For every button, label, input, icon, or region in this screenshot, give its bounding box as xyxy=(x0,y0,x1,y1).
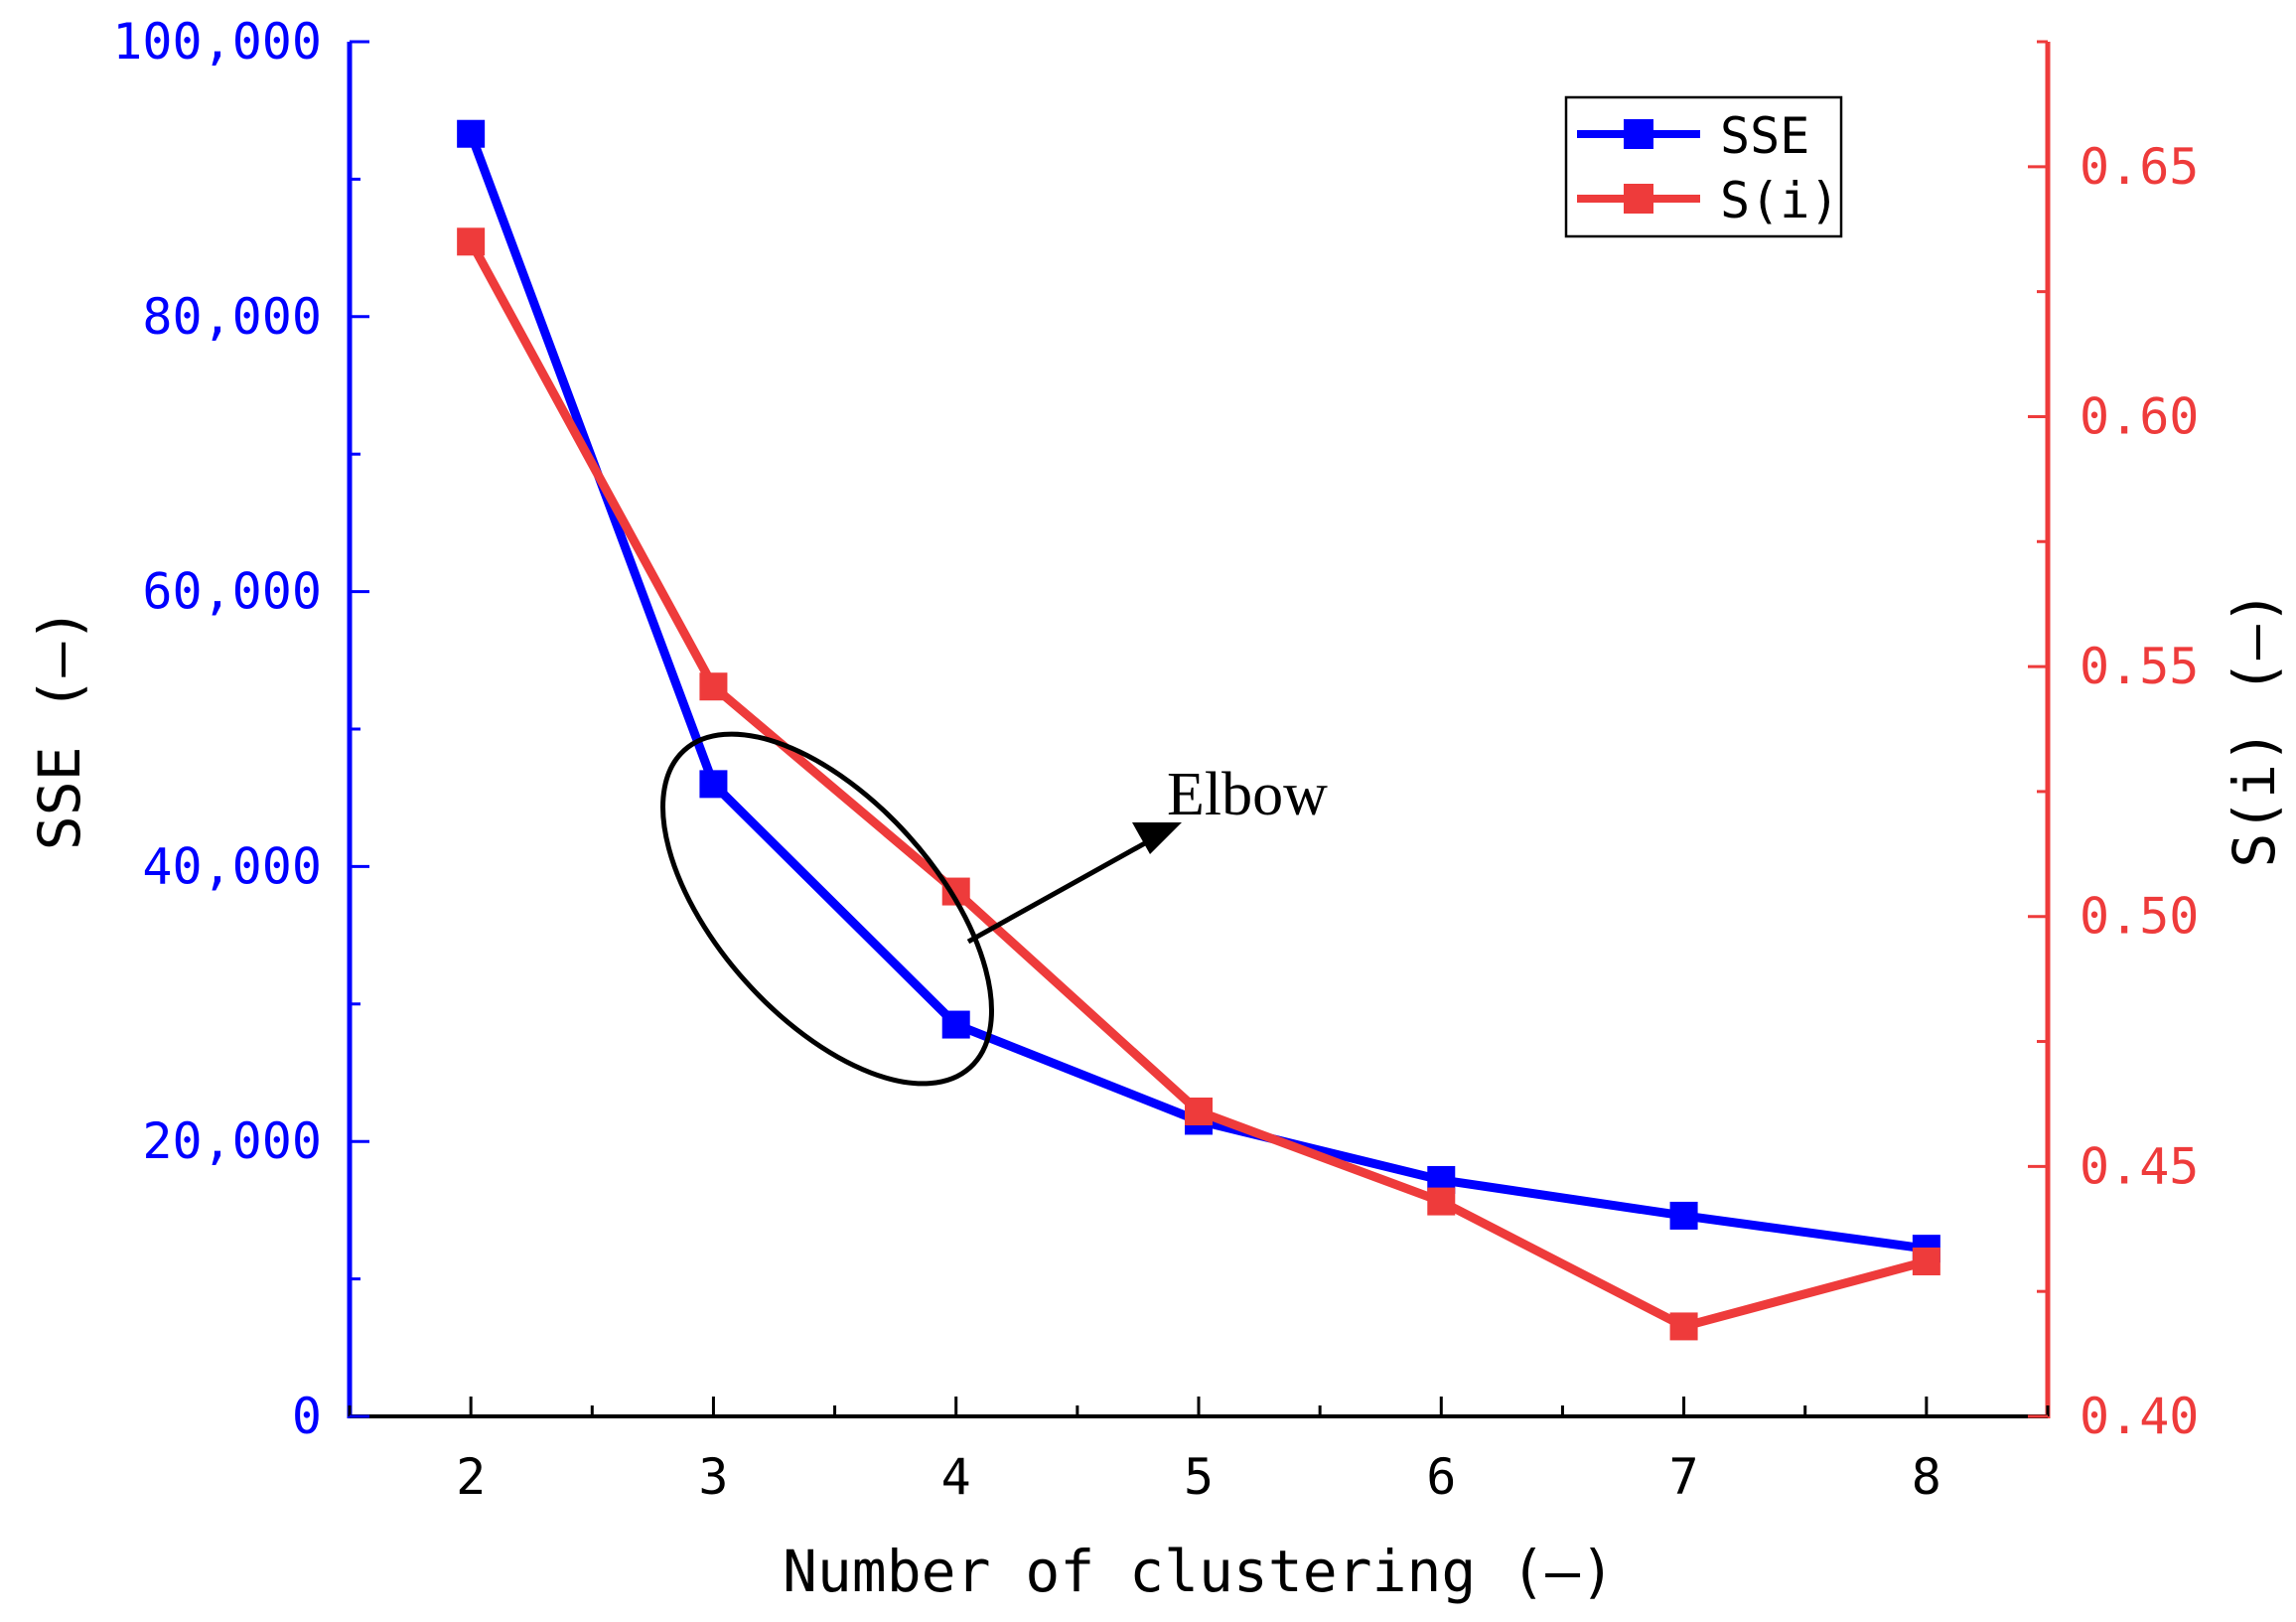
data-point xyxy=(1669,1312,1698,1341)
annotation-layer: Elbow xyxy=(660,731,1328,1087)
y-tick-label: 0 xyxy=(292,1388,322,1445)
x-tick-label: 7 xyxy=(1669,1448,1699,1506)
y2-tick-label: 0.40 xyxy=(2080,1388,2199,1445)
y2-tick-label: 0.50 xyxy=(2080,888,2199,946)
data-point xyxy=(941,1010,970,1039)
y2-axis-title: S(i) (–) xyxy=(2221,590,2288,867)
legend-si-label: S(i) xyxy=(1720,172,1839,229)
y-tick-label: 60,000 xyxy=(142,563,322,621)
elbow-label: Elbow xyxy=(1167,761,1328,828)
y2-tick-label: 0.60 xyxy=(2080,387,2199,445)
x-tick-label: 5 xyxy=(1184,1448,1214,1506)
data-point xyxy=(457,119,486,148)
x-tick-label: 4 xyxy=(941,1448,971,1506)
data-point xyxy=(1912,1247,1940,1275)
y2-tick-label: 0.65 xyxy=(2080,138,2199,196)
legend-sse-marker xyxy=(1624,119,1653,149)
data-point xyxy=(1427,1187,1456,1216)
y-tick-label: 100,000 xyxy=(112,13,322,71)
legend: SSE S(i) xyxy=(1564,95,1843,238)
legend-box xyxy=(1564,95,1843,238)
elbow-arrow-head xyxy=(1132,822,1182,854)
x-tick-label: 3 xyxy=(698,1448,728,1506)
x-tick-label: 6 xyxy=(1426,1448,1456,1506)
y-tick-label: 20,000 xyxy=(142,1112,322,1170)
x-axis-title: Number of clustering (–) xyxy=(783,1538,1615,1605)
plot-frame: 2 3 4 5 6 7 8 0 20,000 40,000 60,000 80,000 100,000 0… xyxy=(26,13,2288,1605)
x-tick-label: 2 xyxy=(456,1448,486,1506)
elbow-ellipse xyxy=(660,731,994,1087)
y2-tick-label: 0.55 xyxy=(2080,638,2199,695)
data-point xyxy=(1669,1201,1698,1230)
y-tick-label: 40,000 xyxy=(142,837,322,895)
y-tick-label: 80,000 xyxy=(142,288,322,346)
data-point xyxy=(1185,1098,1213,1126)
data-point xyxy=(699,672,728,701)
y2-tick-label: 0.45 xyxy=(2080,1137,2199,1195)
x-tick-label: 8 xyxy=(1912,1448,1941,1506)
data-point xyxy=(699,770,728,799)
legend-si-marker xyxy=(1624,184,1653,214)
y-axis-title: SSE (–) xyxy=(26,608,93,850)
data-point xyxy=(457,227,486,256)
elbow-arrow-line xyxy=(966,836,1154,945)
legend-sse-label: SSE xyxy=(1720,107,1809,165)
